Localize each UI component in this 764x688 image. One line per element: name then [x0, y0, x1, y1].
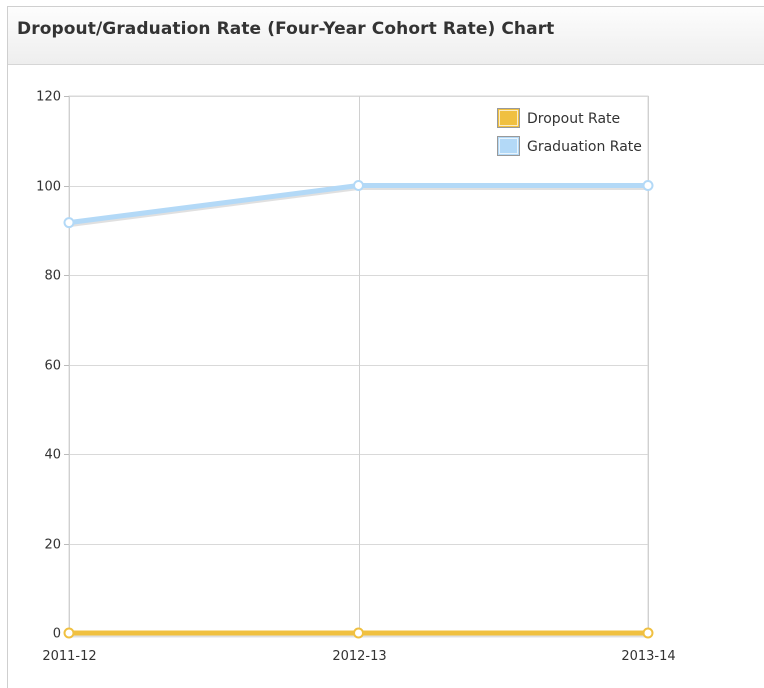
- legend-swatch-dropout-rate: [497, 108, 520, 128]
- legend-swatch-graduation-rate: [497, 136, 520, 156]
- legend-label-dropout-rate: Dropout Rate: [527, 111, 620, 127]
- series: [63, 180, 654, 639]
- y-tick-label: 120: [36, 90, 61, 105]
- legend-swatch-highlight: [499, 138, 518, 154]
- series-graduation-rate: [63, 180, 654, 229]
- y-tick-label: 80: [44, 269, 61, 284]
- legend[interactable]: Dropout Rate Graduation Rate: [497, 108, 642, 156]
- chart-title: Dropout/Graduation Rate (Four-Year Cohor…: [17, 19, 555, 39]
- data-point-dropout-rate[interactable]: [353, 627, 364, 639]
- axes: 0 20 40 60 80 100 120 2011-12 2012-13 2013-14: [36, 90, 675, 665]
- series-line-graduation-rate: [68, 183, 648, 226]
- x-tick-label: 2013-14: [621, 649, 675, 664]
- y-tick-label: 40: [44, 448, 61, 463]
- data-point-graduation-rate[interactable]: [353, 180, 364, 191]
- x-tick-label: 2011-12: [42, 649, 96, 664]
- data-point-dropout-rate[interactable]: [642, 627, 654, 639]
- series-line-shadow: [68, 184, 648, 228]
- x-tick-label: 2012-13: [332, 649, 386, 664]
- series-dropout-rate: [63, 627, 654, 639]
- legend-swatch-highlight: [499, 110, 518, 126]
- y-tick-label: 60: [44, 359, 61, 374]
- data-point-dropout-rate[interactable]: [63, 627, 75, 639]
- legend-item-graduation-rate[interactable]: Graduation Rate: [497, 136, 642, 156]
- y-tick-label: 20: [44, 538, 61, 553]
- chart-panel: [7, 6, 764, 688]
- legend-item-dropout-rate[interactable]: Dropout Rate: [497, 108, 621, 128]
- y-tick-label: 0: [53, 627, 61, 642]
- legend-label-graduation-rate: Graduation Rate: [527, 139, 642, 155]
- data-point-graduation-rate[interactable]: [63, 217, 75, 229]
- grid: [68, 95, 649, 634]
- plot-area: [68, 95, 649, 634]
- panel-header: [8, 7, 764, 65]
- y-tick-label: 100: [36, 180, 61, 195]
- data-point-graduation-rate[interactable]: [642, 180, 654, 191]
